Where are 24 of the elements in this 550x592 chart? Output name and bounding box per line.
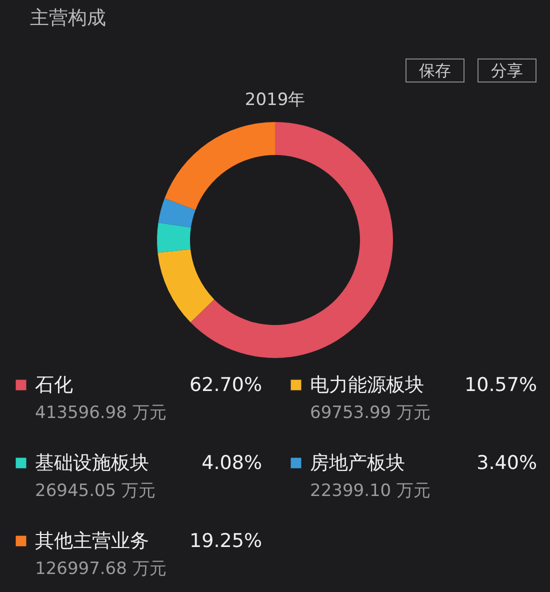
donut-slice [164, 122, 275, 210]
data-label: 10.57% [464, 374, 537, 396]
data-label: 4.08% [202, 452, 262, 474]
legend-label: 房地产板块 [310, 452, 405, 474]
chart-title: 2019年 [244, 90, 306, 110]
legend-label: 其他主营业务 [35, 530, 149, 552]
donut-slice [158, 249, 214, 322]
text: 保存 [419, 61, 451, 80]
text: 413596.98 万元 [35, 403, 166, 423]
text: 22399.10 万元 [310, 481, 431, 501]
legend-label: 石化 [35, 374, 73, 396]
text: 26945.05 万元 [35, 481, 156, 501]
donut-slice [157, 222, 191, 253]
legend-label: 电力能源板块 [310, 374, 424, 396]
text: 126997.68 万元 [35, 559, 166, 579]
data-label: 62.70% [190, 374, 262, 396]
donut-slice [158, 198, 196, 228]
donut-slice [190, 122, 393, 358]
data-label: 19.25% [190, 530, 262, 552]
text: 分享 [491, 61, 523, 80]
data-label: 3.40% [476, 452, 537, 474]
text: 主营构成 [30, 7, 106, 29]
text: 69753.99 万元 [310, 403, 431, 423]
legend-label: 基础设施板块 [35, 452, 149, 474]
